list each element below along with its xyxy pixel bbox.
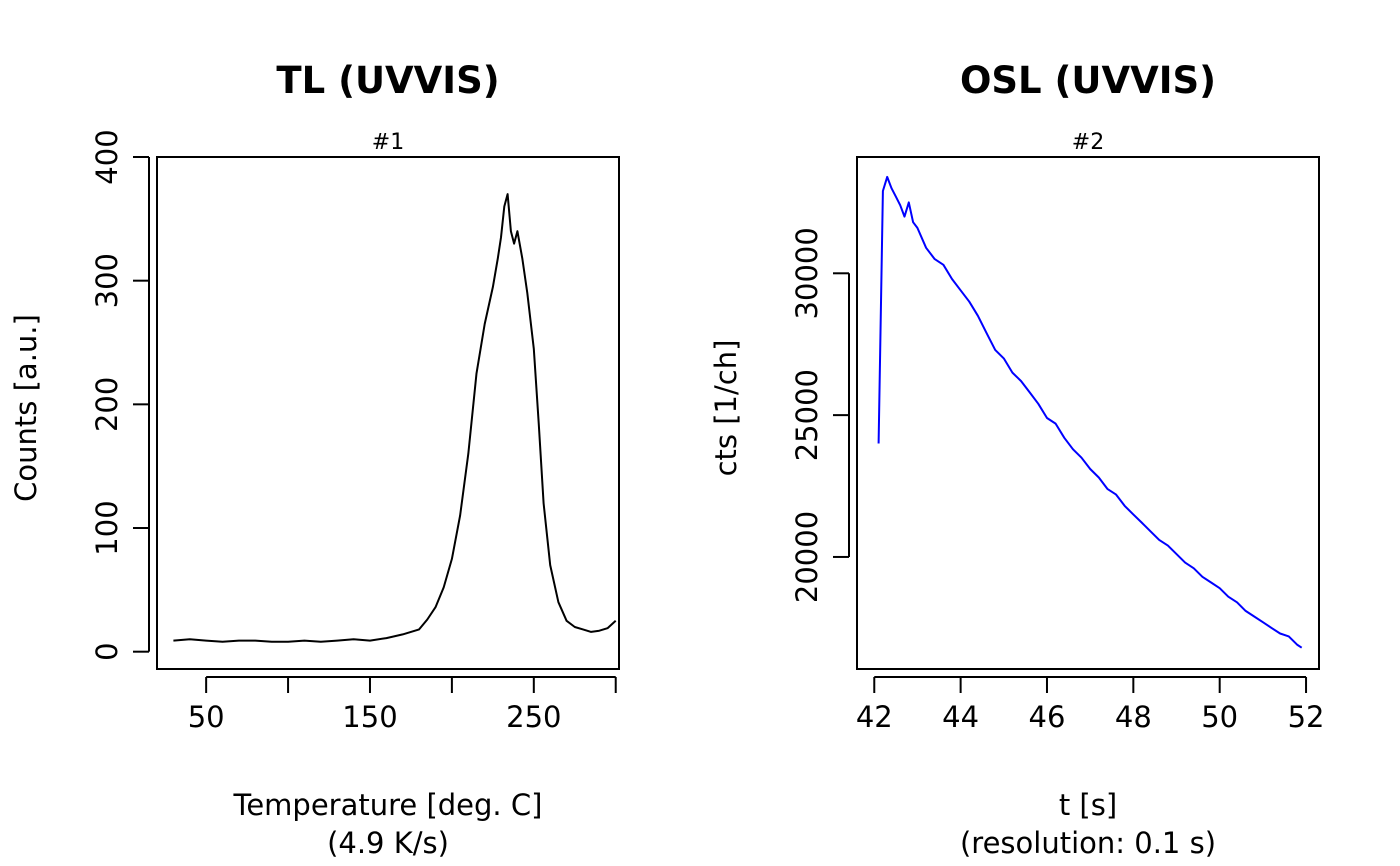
- tl-x-tick-label: 50: [188, 700, 225, 734]
- tl-plot-frame: [156, 156, 620, 670]
- osl-x-tick-label: 50: [1201, 700, 1238, 734]
- tl-y-tick-label: 0: [90, 642, 124, 660]
- tl-y-label: Counts [a.u.]: [9, 314, 43, 502]
- tl-series: [173, 193, 617, 643]
- tl-x-axis: 50 150 250: [188, 676, 617, 734]
- tl-y-tick-label: 200: [90, 377, 124, 432]
- osl-y-label: cts [1/ch]: [709, 340, 743, 477]
- osl-x-tick-label: 44: [942, 700, 979, 734]
- tl-y-tick-label: 400: [90, 129, 124, 184]
- osl-series: [877, 175, 1303, 649]
- osl-y-tick-label: 20000: [790, 511, 824, 603]
- osl-y-tick-label: 25000: [790, 369, 824, 461]
- osl-x-tick-label: 46: [1029, 700, 1066, 734]
- osl-plot-frame: [856, 156, 1320, 670]
- osl-y-axis: 20000 25000 30000: [790, 227, 850, 603]
- osl-panel: OSL (UVVIS) #2 42 44 46 48 50 52 20000 25000 30…: [709, 59, 1324, 860]
- osl-title: OSL (UVVIS): [960, 59, 1216, 102]
- tl-y-tick-label: 100: [90, 500, 124, 555]
- tl-series-line: [173, 193, 617, 643]
- osl-subtitle: #2: [1072, 130, 1104, 155]
- osl-x-axis: 42 44 46 48 50 52: [856, 676, 1325, 734]
- osl-x-label: t [s]: [1059, 788, 1117, 822]
- tl-panel: TL (UVVIS) #1 50 150 250 0 100 200 300 400 Tem…: [9, 59, 620, 860]
- osl-x-label-resolution: (resolution: 0.1 s): [960, 826, 1216, 860]
- osl-x-tick-label: 48: [1115, 700, 1152, 734]
- tl-y-axis: 0 100 200 300 400: [90, 129, 150, 661]
- tl-subtitle: #1: [372, 130, 404, 155]
- osl-series-line: [877, 175, 1303, 649]
- tl-x-tick-label: 250: [506, 700, 561, 734]
- osl-x-tick-label: 52: [1288, 700, 1325, 734]
- osl-x-tick-label: 42: [856, 700, 893, 734]
- tl-x-tick-label: 150: [342, 700, 397, 734]
- osl-y-tick-label: 30000: [790, 227, 824, 319]
- tl-x-label-rate: (4.9 K/s): [327, 826, 449, 860]
- tl-y-tick-label: 300: [90, 253, 124, 308]
- tl-x-label: Temperature [deg. C]: [233, 788, 543, 822]
- tl-title: TL (UVVIS): [276, 59, 499, 102]
